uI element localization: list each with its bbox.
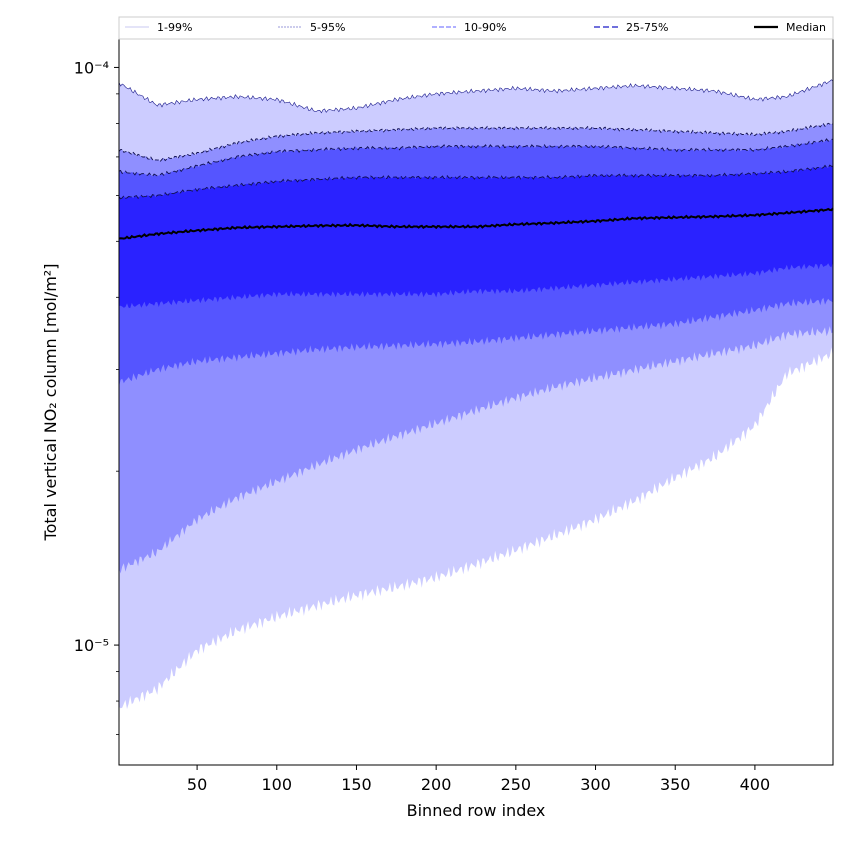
legend-label: Median <box>786 21 826 34</box>
legend-item: 5-95% <box>278 21 345 34</box>
x-tick-label: 200 <box>421 775 452 794</box>
y-tick-label: 10⁻⁵ <box>74 636 109 655</box>
y-axis-label: Total vertical NO₂ column [mol/m²] <box>41 264 60 542</box>
x-tick-label: 400 <box>740 775 771 794</box>
x-tick-label: 50 <box>187 775 207 794</box>
y-tick-label: 10⁻⁴ <box>74 58 109 77</box>
x-tick-label: 250 <box>501 775 532 794</box>
plot-area <box>118 39 834 765</box>
median-line <box>118 207 834 240</box>
legend-label: 25-75% <box>626 21 668 34</box>
legend-label: 1-99% <box>157 21 192 34</box>
band-25-75 <box>119 165 833 309</box>
x-tick-label: 350 <box>660 775 691 794</box>
legend-item: 25-75% <box>594 21 668 34</box>
band-10-90-upper-line <box>118 138 834 178</box>
legend-item: Median <box>754 21 826 34</box>
x-tick-label: 100 <box>262 775 293 794</box>
legend-item: 1-99% <box>125 21 192 34</box>
ticks: 50 100 150 200 250 300 350 400 10⁻⁵ 10⁻⁴ <box>74 58 770 794</box>
legend-box <box>118 16 834 40</box>
percentile-bands <box>119 79 833 710</box>
x-tick-label: 300 <box>580 775 611 794</box>
legend-item: 10-90% <box>432 21 506 34</box>
band-25-75-upper-line <box>118 164 834 200</box>
legend-label: 5-95% <box>310 21 345 34</box>
x-axis-label: Binned row index <box>407 801 546 820</box>
x-tick-label: 150 <box>341 775 372 794</box>
legend-label: 10-90% <box>464 21 506 34</box>
percentile-lines <box>118 79 834 240</box>
band-1-99-upper-line <box>118 79 834 114</box>
band-5-95-upper-line <box>118 122 833 162</box>
legend: 1-99% 5-95% 10-90% 25-75% Median <box>118 16 834 40</box>
